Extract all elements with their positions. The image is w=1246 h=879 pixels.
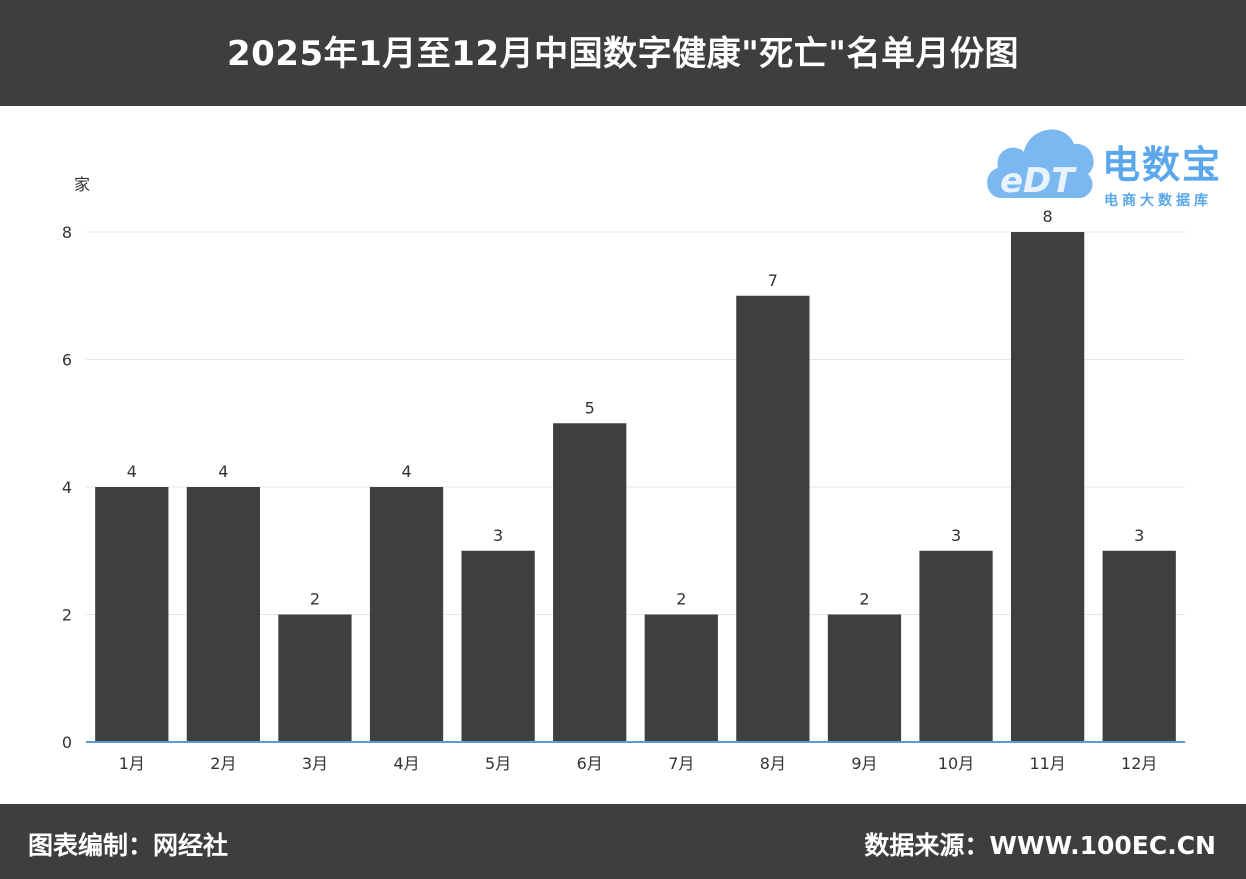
x-tick-label: 6月 [577, 754, 603, 773]
compiler-credit: 图表编制：网经社 [28, 831, 229, 860]
bar [278, 614, 352, 742]
y-axis-label: 家 [74, 175, 90, 194]
bar [1102, 550, 1176, 742]
x-tick-label: 10月 [938, 754, 974, 773]
data-label: 4 [401, 462, 411, 481]
cloud-icon: eDT [987, 129, 1094, 201]
brand-logo: eDT 电数宝 电商大数据库 [980, 112, 1240, 212]
y-tick-label: 0 [62, 733, 72, 752]
bar-chart: 0 2 4 6 8 家 4 1月 4 2月 2 3月 4 4月 3 5月 5 6月 2 7月 7 8月 2 9月 3 10月 8 11… [62, 175, 1185, 773]
data-label: 8 [1043, 207, 1053, 226]
x-tick-label: 4月 [393, 754, 419, 773]
bar [553, 423, 627, 742]
logo-name: 电数宝 [1102, 143, 1223, 187]
y-tick-label: 4 [62, 478, 72, 497]
bar [186, 487, 261, 742]
bar [919, 550, 993, 742]
data-label: 5 [585, 398, 595, 417]
data-label: 7 [768, 271, 778, 290]
x-tick-label: 5月 [485, 754, 511, 773]
y-tick-label: 6 [62, 351, 72, 370]
bar [461, 550, 535, 742]
y-tick-label: 8 [62, 223, 72, 242]
title-bar: 2025年1月至12月中国数字健康"死亡"名单月份图 [0, 0, 1246, 106]
x-tick-label: 12月 [1121, 754, 1157, 773]
bar [1010, 232, 1085, 742]
x-tick-label: 3月 [302, 754, 328, 773]
x-tick-label: 9月 [851, 754, 877, 773]
bar [736, 295, 810, 742]
x-tick-label: 2月 [210, 754, 236, 773]
data-label: 2 [676, 590, 686, 609]
x-tick-label: 1月 [119, 754, 145, 773]
x-tick-label: 11月 [1029, 754, 1065, 773]
x-tick-label: 7月 [668, 754, 694, 773]
data-label: 2 [859, 590, 869, 609]
data-label: 4 [218, 462, 228, 481]
logo-mark: eDT [1000, 161, 1077, 201]
data-source: 数据来源：WWW.100EC.CN [864, 831, 1216, 860]
y-tick-label: 2 [62, 606, 72, 625]
data-label: 2 [310, 590, 320, 609]
data-label: 3 [1134, 526, 1144, 545]
bar [95, 487, 169, 742]
bar [369, 487, 444, 742]
data-label: 3 [951, 526, 961, 545]
bar [827, 614, 902, 742]
data-label: 4 [127, 462, 137, 481]
logo-subtitle: 电商大数据库 [1104, 193, 1212, 209]
footer-bar: 图表编制：网经社 数据来源：WWW.100EC.CN [0, 804, 1246, 879]
data-label: 3 [493, 526, 503, 545]
bar [644, 614, 718, 742]
chart-title: 2025年1月至12月中国数字健康"死亡"名单月份图 [226, 33, 1020, 74]
x-tick-label: 8月 [760, 754, 786, 773]
